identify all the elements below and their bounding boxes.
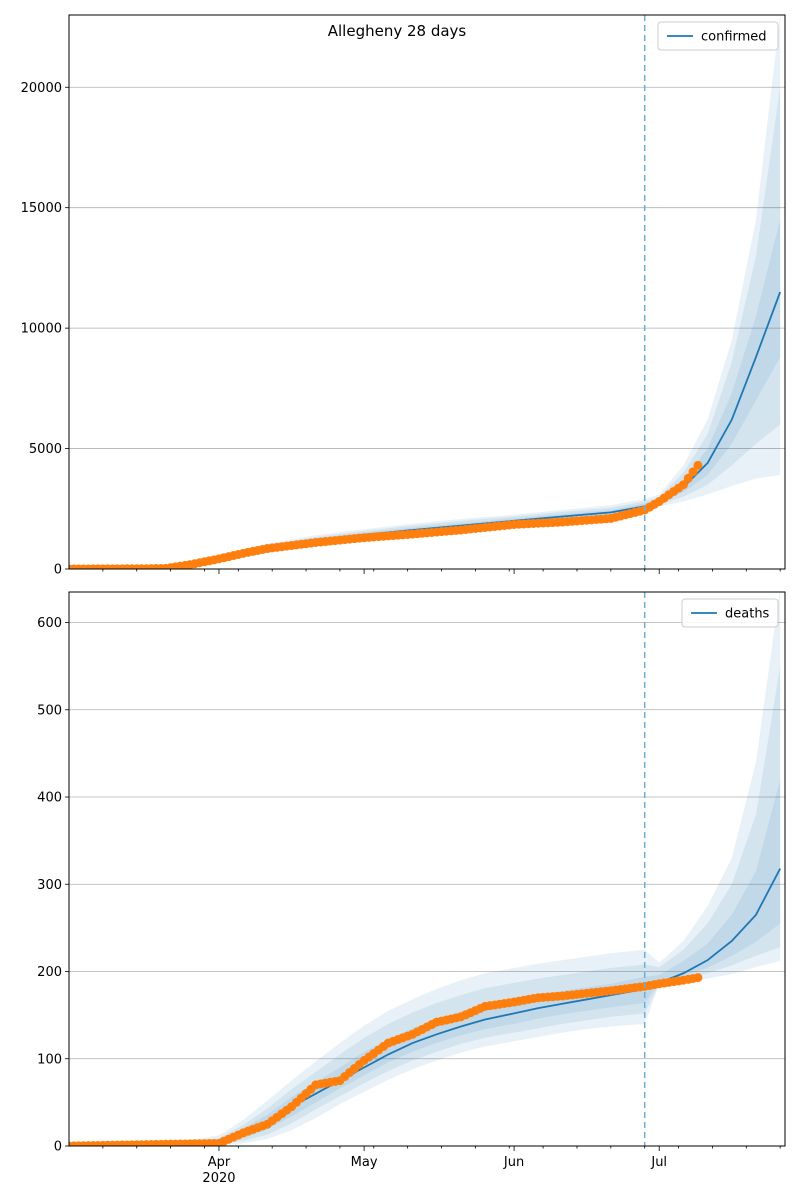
uncertainty-band xyxy=(69,592,781,1146)
legend-box xyxy=(681,598,779,628)
legend-label: deaths xyxy=(725,607,770,622)
uncertainty-band xyxy=(69,219,781,569)
data-point xyxy=(678,480,688,490)
legend: confirmed xyxy=(657,21,779,51)
legend: deaths xyxy=(681,598,779,628)
axes-frame xyxy=(68,14,786,570)
plot-area xyxy=(69,592,781,1146)
y-tick-label: 10000 xyxy=(21,322,62,337)
y-tick-label: 0 xyxy=(54,563,62,578)
data-point xyxy=(688,467,698,477)
x-tick-label: Jul xyxy=(650,1155,667,1170)
x-tick-label: May xyxy=(351,1155,378,1170)
y-tick-label: 5000 xyxy=(29,442,62,457)
legend-label: confirmed xyxy=(701,30,767,45)
data-point xyxy=(683,473,693,483)
data-point xyxy=(693,973,703,983)
y-tick-label: 300 xyxy=(37,878,62,893)
axes-frame xyxy=(68,591,786,1147)
x-tick-label: Apr xyxy=(208,1155,231,1170)
confirmed-panel: 0 5000 10000 15000 20000 confirmed xyxy=(21,14,786,578)
x-tick-label: Jun xyxy=(503,1155,524,1170)
data-point xyxy=(693,460,703,470)
chart-title: Allegheny 28 days xyxy=(328,22,467,40)
plot-area xyxy=(69,15,782,569)
y-tick-label: 100 xyxy=(37,1052,62,1067)
y-tick-label: 0 xyxy=(54,1140,62,1155)
y-tick-label: 200 xyxy=(37,965,62,980)
y-tick-label: 15000 xyxy=(21,201,62,216)
legend-box xyxy=(657,21,779,51)
y-tick-label: 600 xyxy=(37,616,62,631)
x-tick-sublabel: 2020 xyxy=(202,1171,235,1186)
y-tick-label: 500 xyxy=(37,703,62,718)
y-tick-label: 400 xyxy=(37,791,62,806)
y-tick-label: 20000 xyxy=(21,81,62,96)
uncertainty-band xyxy=(69,666,781,1146)
